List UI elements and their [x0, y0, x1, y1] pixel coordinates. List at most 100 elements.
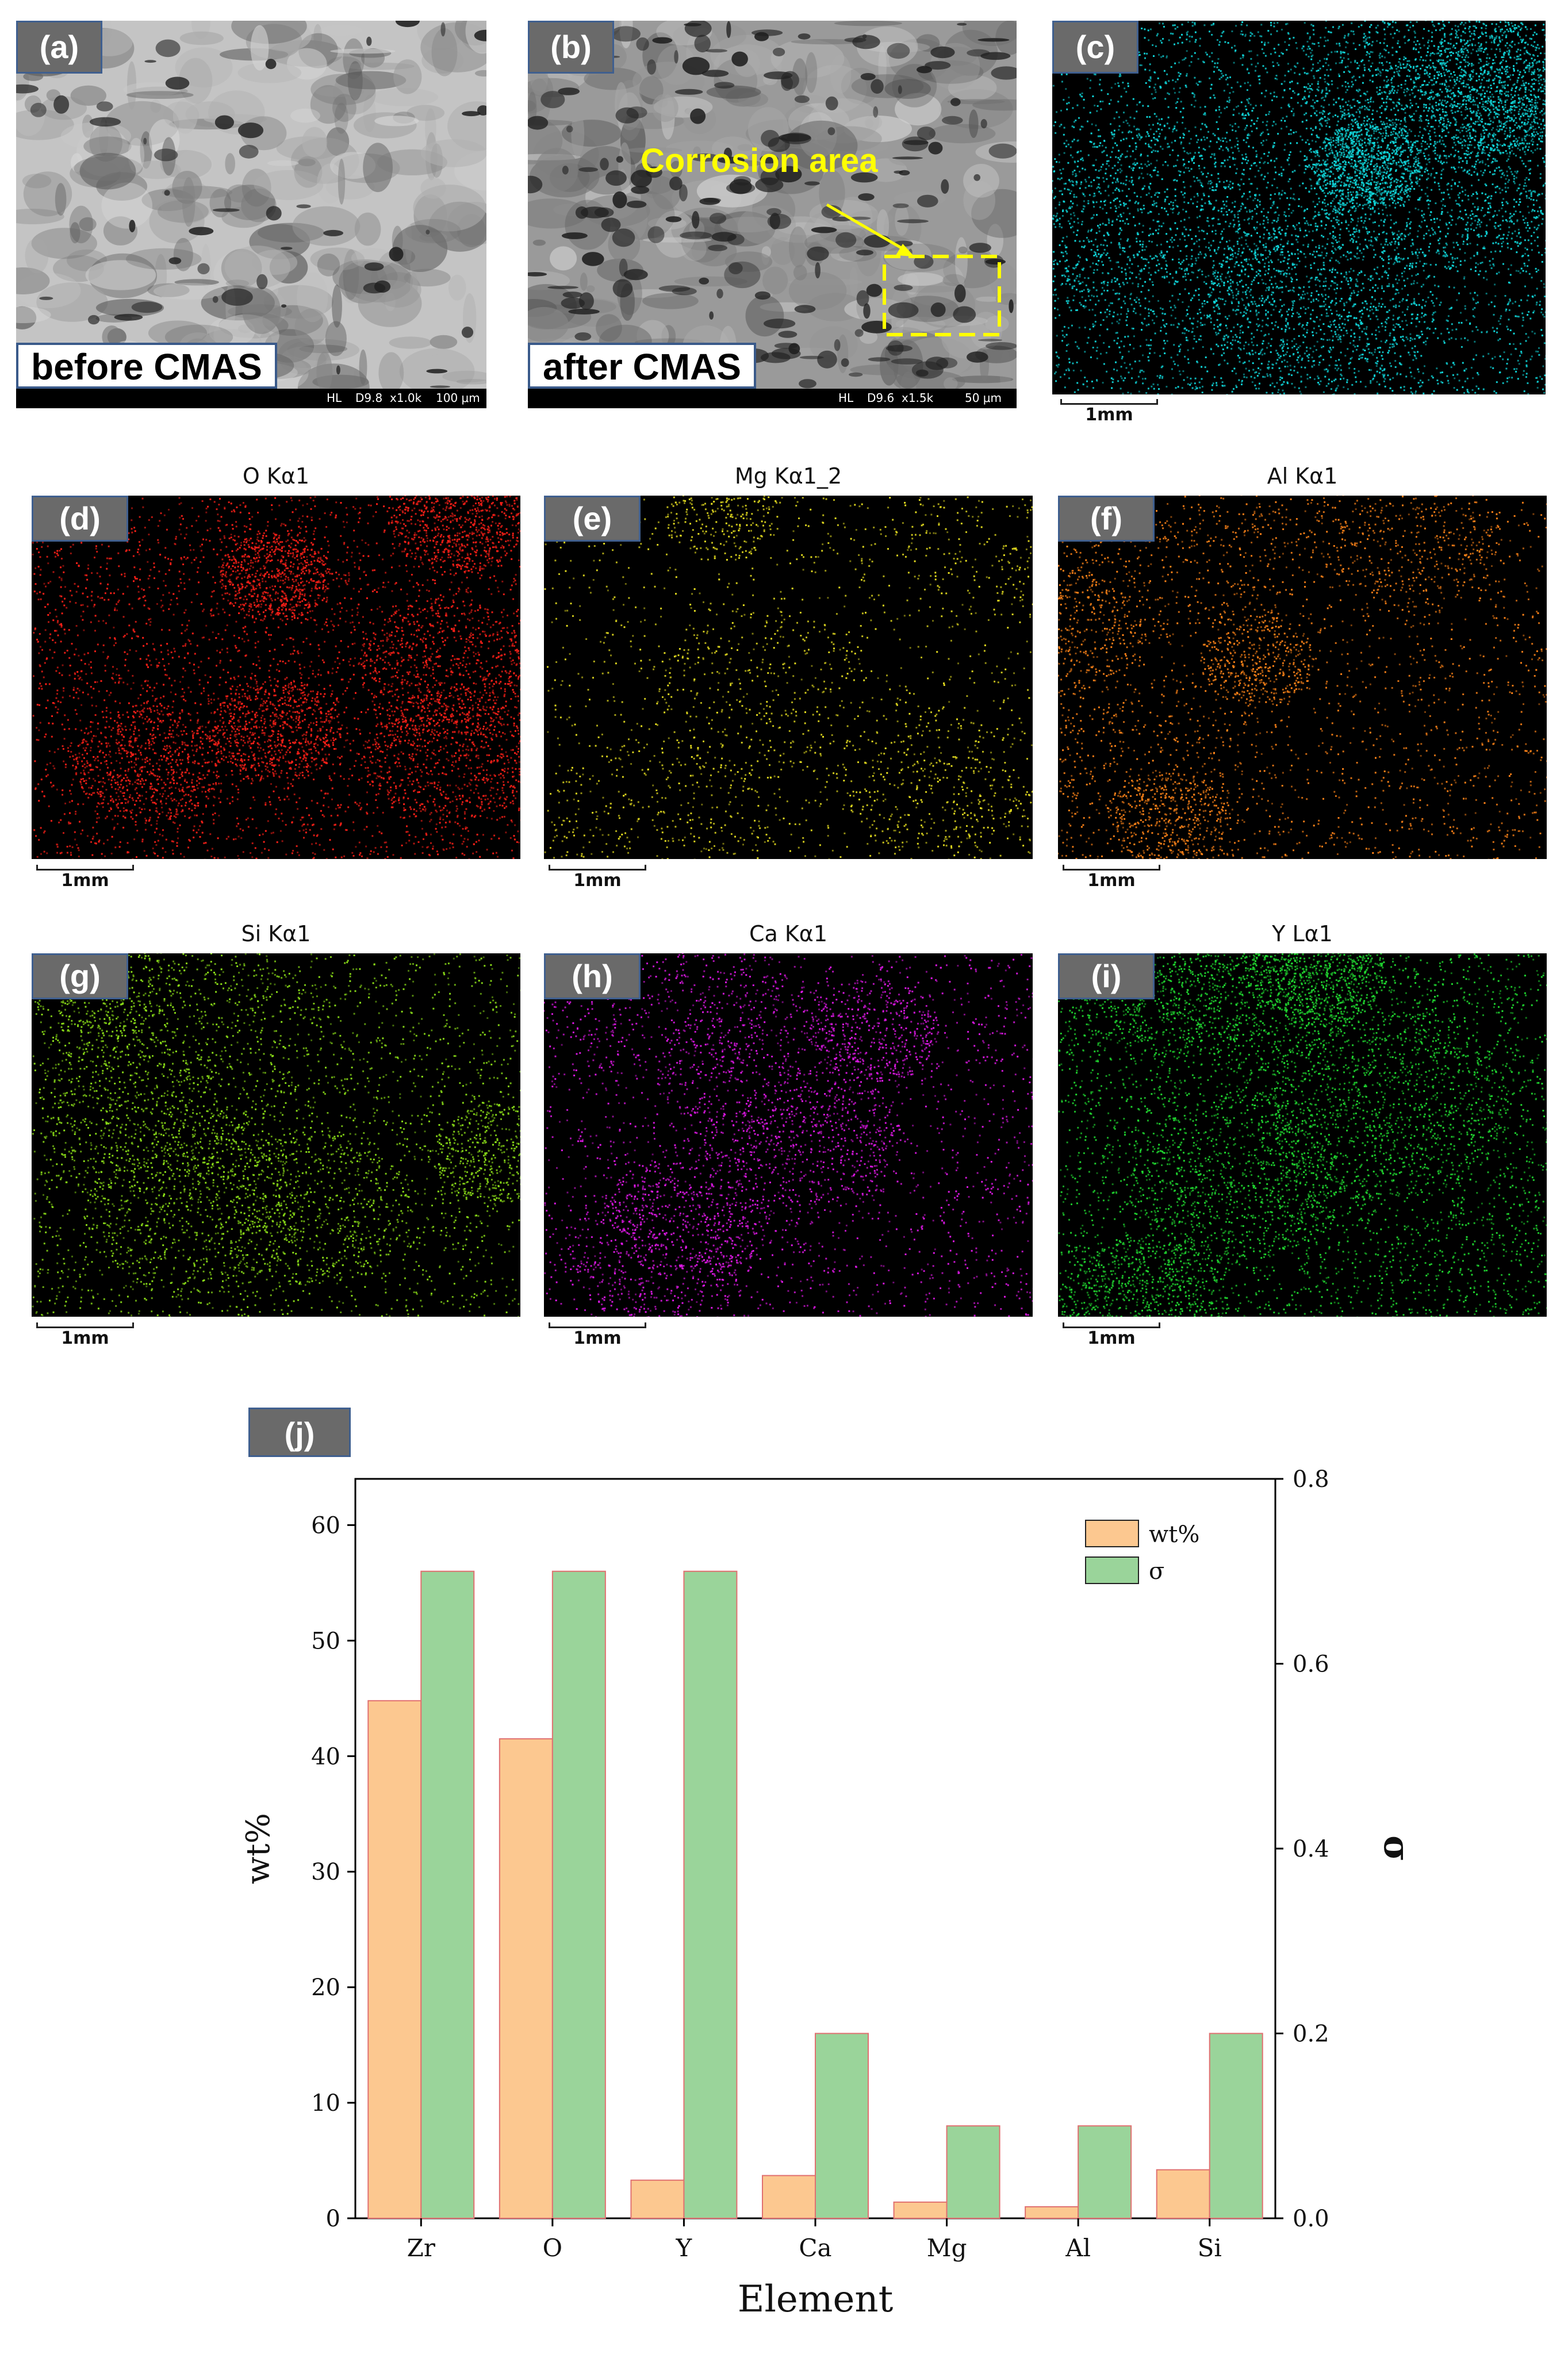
map-title-al: Al Kα1: [1058, 463, 1547, 489]
sem-texture: [16, 21, 486, 389]
bar-wt-ca: [762, 2175, 816, 2219]
y-tick-label: 40: [311, 1743, 340, 1770]
panel-label-g: (g): [32, 953, 128, 999]
scale-bar-line: [549, 865, 646, 871]
sem-info-b-0: HL: [838, 391, 853, 405]
bar-sigma-mg: [946, 2125, 1000, 2219]
y-tick-label: 60: [311, 1512, 340, 1539]
bar-sigma-o: [551, 1570, 606, 2219]
y-axis-label: wt%: [240, 1813, 277, 1884]
legend-label-wt: wt%: [1149, 1521, 1199, 1548]
sem-info-a-1: D9.8: [355, 391, 382, 405]
corrosion-annotation: [826, 203, 1001, 336]
panel-label-h: (h): [544, 953, 641, 999]
scale-bar-text: 1mm: [1063, 1328, 1160, 1348]
scale-bar-line: [549, 1322, 646, 1328]
scale-bar-h: 1mm: [549, 1322, 646, 1348]
map-title-mg: Mg Kα1_2: [544, 463, 1033, 489]
scale-bar-text: 1mm: [1060, 405, 1158, 425]
sem-info-a-3: 100 μm: [436, 391, 480, 405]
eds-dots: [544, 953, 1033, 1317]
bar-sigma-al: [1078, 2125, 1132, 2219]
panel-label-j: (j): [248, 1408, 351, 1457]
x-tick-label: Si: [1198, 2234, 1222, 2262]
panel-label-e: (e): [544, 496, 641, 542]
x-tick-label: Zr: [407, 2234, 436, 2262]
x-tick-label: Ca: [799, 2234, 831, 2262]
bar-wt-zr: [367, 1700, 422, 2219]
map-title-si: Si Kα1: [32, 921, 520, 946]
sem-image-before-cmas: (a) before CMAS: [16, 21, 486, 389]
bar-wt-y: [630, 2179, 685, 2219]
map-title-ca: Ca Kα1: [544, 921, 1033, 946]
sem-info-b-2: x1.5k: [902, 391, 933, 405]
y2-tick-label: 0.8: [1293, 1466, 1329, 1493]
scale-bar-e: 1mm: [549, 865, 646, 891]
y-tick-label: 20: [311, 1975, 340, 2001]
sem-info-b-1: D9.6: [867, 391, 894, 405]
sem-image-after-cmas: Corrosion area (b) after CMAS: [528, 21, 1017, 389]
eds-dots: [32, 953, 520, 1317]
corrosion-area-label: Corrosion area: [641, 141, 878, 180]
map-title-y: Y Lα1: [1058, 921, 1547, 946]
bar-sigma-ca: [815, 2033, 869, 2219]
eds-map-y: (i): [1058, 953, 1547, 1317]
y2-tick-label: 0.6: [1293, 1651, 1329, 1678]
scale-bar-line: [1063, 1322, 1160, 1328]
y-tick-label: 10: [311, 2090, 340, 2117]
scale-bar-text: 1mm: [36, 871, 134, 891]
panel-label-c: (c): [1052, 21, 1138, 74]
scale-bar-text: 1mm: [549, 871, 646, 891]
y-tick-label: 30: [311, 1859, 340, 1885]
scale-bar-c: 1mm: [1060, 399, 1158, 425]
sem-texture: [528, 21, 1017, 389]
legend-swatch-wt: [1085, 1520, 1139, 1547]
caption-after-cmas: after CMAS: [528, 343, 756, 389]
scale-bar-text: 1mm: [549, 1328, 646, 1348]
x-tick-label: Y: [676, 2234, 693, 2262]
bar-wt-o: [499, 1738, 553, 2219]
scale-bar-g: 1mm: [36, 1322, 134, 1348]
legend-label-sigma: σ: [1149, 1558, 1164, 1585]
eds-dots: [1058, 496, 1547, 859]
map-title-o: O Kα1: [32, 463, 520, 489]
scale-bar-line: [36, 865, 134, 871]
y2-tick-label: 0.2: [1293, 2021, 1329, 2048]
bar-sigma-y: [683, 1570, 738, 2219]
y-tick-label: 0: [326, 2206, 340, 2232]
y-tick-label: 50: [311, 1628, 340, 1654]
x-axis-label: Element: [738, 2278, 894, 2321]
y2-tick-label: 0.4: [1293, 1836, 1329, 1862]
bar-wt-al: [1025, 2206, 1079, 2219]
x-tick-label: Al: [1065, 2234, 1091, 2262]
eds-map-si: (g): [32, 953, 520, 1317]
eds-map-al: (f): [1058, 496, 1547, 859]
eds-map-mg: (e): [544, 496, 1033, 859]
panel-label-f: (f): [1058, 496, 1155, 542]
eds-dots: [1052, 21, 1546, 394]
bar-wt-mg: [893, 2201, 948, 2219]
eds-dots: [544, 496, 1033, 859]
eds-map-c: (c): [1052, 21, 1546, 394]
panel-label-d: (d): [32, 496, 128, 542]
x-tick-label: O: [543, 2234, 562, 2262]
caption-before-cmas: before CMAS: [16, 343, 277, 389]
legend-swatch-sigma: [1085, 1556, 1139, 1584]
scale-bar-text: 1mm: [1063, 871, 1160, 891]
scale-bar-line: [36, 1322, 134, 1328]
scale-bar-d: 1mm: [36, 865, 134, 891]
eds-map-o: (d): [32, 496, 520, 859]
sem-info-a-0: HL: [327, 391, 342, 405]
scale-bar-text: 1mm: [36, 1328, 134, 1348]
scale-bar-line: [1060, 399, 1158, 405]
sem-info-b-3: 50 μm: [965, 391, 1002, 405]
eds-dots: [32, 496, 520, 859]
bar-wt-si: [1156, 2169, 1210, 2219]
eds-dots: [1058, 953, 1547, 1317]
panel-label-b: (b): [528, 21, 614, 74]
scale-bar-line: [1063, 865, 1160, 871]
sem-info-strip-b: HL D9.6 x1.5k 50 μm: [528, 389, 1017, 408]
element-composition-chart: 0 10 20 30 40 50 60 0.0 0.2 0.4 0.6 0.8 Zr O Y Ca Mg Al Si…: [240, 1466, 1418, 2321]
bar-sigma-si: [1209, 2033, 1263, 2219]
bar-sigma-zr: [420, 1570, 475, 2219]
